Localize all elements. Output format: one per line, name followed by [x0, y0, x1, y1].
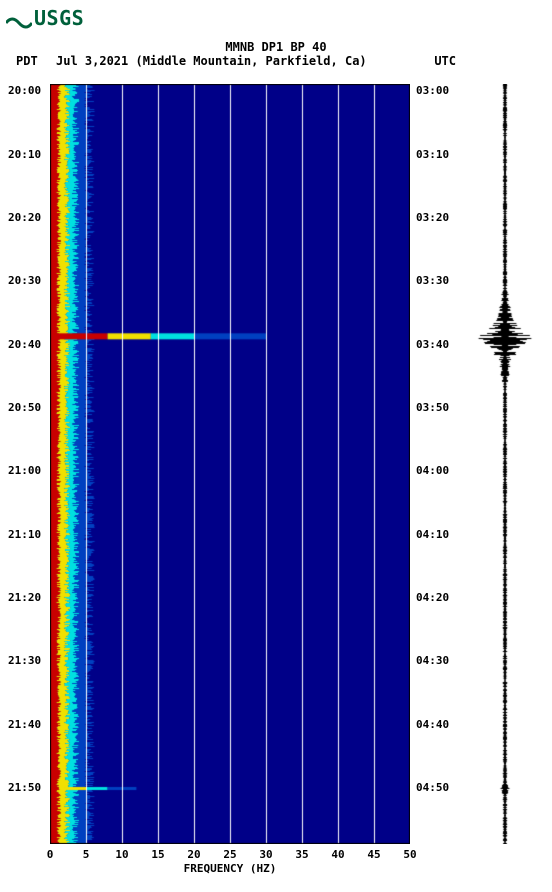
left-time-tick: 20:40 — [8, 338, 41, 351]
usgs-logo: USGS — [6, 6, 84, 30]
left-time-tick: 20:50 — [8, 401, 41, 414]
right-time-tick: 03:50 — [416, 401, 449, 414]
left-time-tick: 20:30 — [8, 274, 41, 287]
x-tick: 30 — [259, 848, 272, 861]
spectrogram-plot — [50, 84, 410, 844]
left-time-tick: 21:20 — [8, 591, 41, 604]
left-time-tick: 21:00 — [8, 464, 41, 477]
right-time-tick: 03:40 — [416, 338, 449, 351]
right-time-tick: 04:20 — [416, 591, 449, 604]
right-time-tick: 04:40 — [416, 718, 449, 731]
left-time-tick: 20:00 — [8, 84, 41, 97]
seismogram-plot — [470, 84, 540, 844]
left-time-tick: 21:50 — [8, 781, 41, 794]
right-time-tick: 03:00 — [416, 84, 449, 97]
left-time-tick: 20:20 — [8, 211, 41, 224]
seismogram-canvas — [470, 84, 540, 844]
x-tick: 45 — [367, 848, 380, 861]
left-time-tick: 20:10 — [8, 148, 41, 161]
spectrogram-canvas — [50, 84, 410, 844]
right-time-tick: 03:30 — [416, 274, 449, 287]
x-tick: 0 — [47, 848, 54, 861]
date-location-label: Jul 3,2021 (Middle Mountain, Parkfield, … — [56, 54, 367, 68]
right-time-tick: 03:20 — [416, 211, 449, 224]
left-time-tick: 21:10 — [8, 528, 41, 541]
x-tick: 40 — [331, 848, 344, 861]
x-tick: 20 — [187, 848, 200, 861]
x-tick: 35 — [295, 848, 308, 861]
right-time-tick: 04:50 — [416, 781, 449, 794]
left-time-tick: 21:30 — [8, 654, 41, 667]
x-tick: 25 — [223, 848, 236, 861]
right-time-tick: 04:10 — [416, 528, 449, 541]
right-time-tick: 04:30 — [416, 654, 449, 667]
x-tick: 10 — [115, 848, 128, 861]
chart-title: MMNB DP1 BP 40 — [0, 40, 552, 54]
x-tick: 5 — [83, 848, 90, 861]
tz-left-label: PDT — [16, 54, 38, 68]
x-tick: 50 — [403, 848, 416, 861]
right-time-tick: 04:00 — [416, 464, 449, 477]
right-time-tick: 03:10 — [416, 148, 449, 161]
logo-text: USGS — [34, 6, 84, 30]
left-time-tick: 21:40 — [8, 718, 41, 731]
tz-right-label: UTC — [434, 54, 456, 68]
x-tick: 15 — [151, 848, 164, 861]
xaxis-label: FREQUENCY (HZ) — [0, 862, 460, 875]
